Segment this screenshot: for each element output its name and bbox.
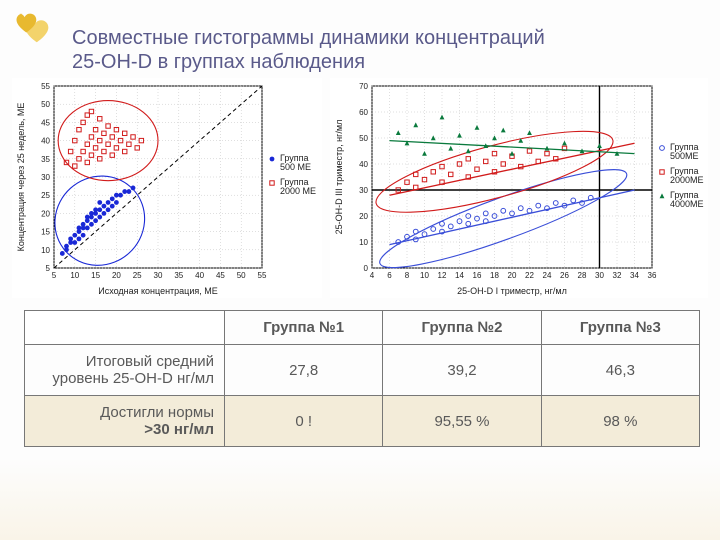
svg-text:Концентрация через 25 недель,: Концентрация через 25 недель, МЕ [16,103,26,252]
svg-text:25: 25 [133,271,142,280]
hearts-logo-icon [6,4,60,50]
svg-text:20: 20 [41,209,50,218]
svg-text:30: 30 [595,271,604,280]
val-norm-g3: 98 % [541,396,699,447]
svg-text:36: 36 [648,271,657,280]
table-corner [25,311,225,345]
val-norm-g1: 0 ! [225,396,383,447]
svg-text:40: 40 [195,271,204,280]
svg-text:50: 50 [237,271,246,280]
svg-text:16: 16 [473,271,482,280]
svg-text:45: 45 [216,271,225,280]
svg-text:5: 5 [52,271,57,280]
svg-text:10: 10 [359,238,368,247]
svg-text:34: 34 [630,271,639,280]
svg-text:35: 35 [41,155,50,164]
col-group2: Группа №2 [383,311,541,345]
svg-text:4: 4 [370,271,375,280]
svg-text:26: 26 [560,271,569,280]
col-group1: Группа №1 [225,311,383,345]
val-norm-g2: 95,55 % [383,396,541,447]
svg-text:5: 5 [46,264,51,273]
scatter-chart-left: 5101520253035404550555101520253035404550… [12,78,322,298]
svg-text:24: 24 [543,271,552,280]
svg-text:50: 50 [359,134,368,143]
svg-text:60: 60 [359,108,368,117]
svg-text:25: 25 [41,191,50,200]
svg-text:40: 40 [359,160,368,169]
svg-text:70: 70 [359,82,368,91]
svg-text:15: 15 [41,228,50,237]
svg-text:500 МЕ: 500 МЕ [280,162,311,172]
svg-text:8: 8 [405,271,410,280]
svg-text:40: 40 [41,137,50,146]
svg-text:32: 32 [613,271,622,280]
svg-text:35: 35 [174,271,183,280]
svg-text:20: 20 [359,212,368,221]
scatter-chart-right: 4 6 8 10 12 14 16 18 20 22 24 26 28 30 32 34 36 0 10 20 30 40… [330,78,708,298]
svg-text:18: 18 [490,271,499,280]
svg-text:50: 50 [41,100,50,109]
svg-text:28: 28 [578,271,587,280]
svg-text:25-OH-D III триместр, нг/мл: 25-OH-D III триместр, нг/мл [334,120,344,235]
svg-text:15: 15 [91,271,100,280]
row-reached-norm: Достигли нормы>30 нг/мл [25,396,225,447]
svg-text:0: 0 [364,264,369,273]
col-group3: Группа №3 [541,311,699,345]
svg-text:2000МЕ: 2000МЕ [670,175,704,185]
summary-table: Группа №1 Группа №2 Группа №3 Итоговый с… [24,310,700,447]
val-mean-g1: 27,8 [225,345,383,396]
svg-text:25-OH-D I триместр, нг/мл: 25-OH-D I триместр, нг/мл [457,286,567,296]
svg-text:6: 6 [387,271,392,280]
svg-text:12: 12 [438,271,447,280]
svg-text:14: 14 [455,271,464,280]
svg-text:30: 30 [359,186,368,195]
svg-text:10: 10 [420,271,429,280]
svg-text:55: 55 [41,82,50,91]
svg-text:45: 45 [41,118,50,127]
svg-text:Исходная концентрация, МЕ: Исходная концентрация, МЕ [98,286,218,296]
svg-text:20: 20 [508,271,517,280]
svg-text:2000 МЕ: 2000 МЕ [280,186,316,196]
svg-text:500МЕ: 500МЕ [670,151,699,161]
svg-text:20: 20 [112,271,121,280]
svg-text:10: 10 [70,271,79,280]
row-mean-level: Итоговый средний уровень 25-OH-D нг/мл [25,345,225,396]
svg-text:4000МЕ: 4000МЕ [670,199,704,209]
svg-text:10: 10 [41,246,50,255]
val-mean-g2: 39,2 [383,345,541,396]
svg-text:30: 30 [154,271,163,280]
svg-text:22: 22 [525,271,534,280]
svg-text:55: 55 [258,271,267,280]
page-title: Совместные гистограммы динамики концентр… [72,26,632,74]
val-mean-g3: 46,3 [541,345,699,396]
svg-text:30: 30 [41,173,50,182]
